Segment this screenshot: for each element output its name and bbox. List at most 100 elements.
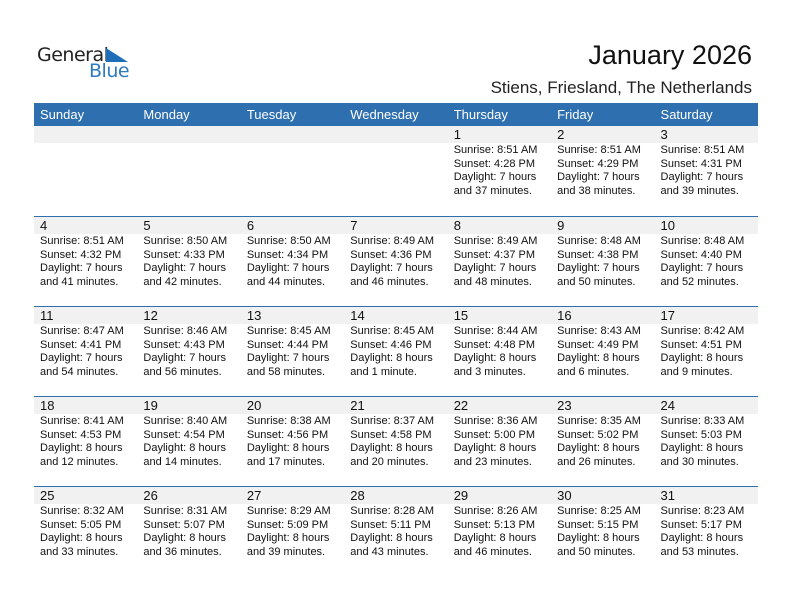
sunset-time: Sunset: 5:15 PM: [557, 518, 639, 531]
daylight-duration: Daylight: 8 hours: [660, 442, 744, 454]
sunset-time: Sunset: 5:03 PM: [660, 428, 742, 441]
day-cell: 31 Sunrise: 8:23 AM Sunset: 5:17 PM Dayligh…: [654, 487, 758, 576]
sunrise-time: Sunrise: 8:47 AM: [40, 325, 124, 337]
daylight-duration: and 44 minutes.: [246, 275, 326, 288]
day-number: [137, 126, 241, 143]
day-cell: 2 Sunrise: 8:51 AM Sunset: 4:29 PM Daylight…: [551, 126, 655, 216]
day-cell: 22 Sunrise: 8:36 AM Sunset: 5:00 PM Dayligh…: [447, 397, 552, 486]
sunrise-time: Sunrise: 8:45 AM: [246, 325, 331, 337]
daylight-duration: and 56 minutes.: [143, 365, 222, 378]
daylight-duration: and 9 minutes.: [660, 365, 733, 378]
day-number: 19: [137, 397, 241, 414]
day-number: 3: [654, 126, 758, 143]
sunset-time: Sunset: 4:46 PM: [350, 338, 432, 351]
day-cell: 16 Sunrise: 8:43 AM Sunset: 4:49 PM Dayligh…: [551, 307, 655, 396]
day-number: 30: [551, 487, 655, 504]
day-cell: 21 Sunrise: 8:37 AM Sunset: 4:58 PM Dayligh…: [344, 397, 448, 486]
daylight-duration: Daylight: 8 hours: [660, 352, 744, 364]
sunset-time: Sunset: 4:29 PM: [557, 157, 639, 170]
daylight-duration: and 23 minutes.: [453, 455, 532, 468]
daylight-duration: and 41 minutes.: [40, 275, 119, 288]
daylight-duration: Daylight: 7 hours: [40, 262, 123, 274]
sunset-time: Sunset: 4:48 PM: [453, 338, 536, 351]
daylight-duration: Daylight: 7 hours: [660, 171, 744, 183]
sunrise-time: Sunrise: 8:49 AM: [453, 235, 538, 247]
day-info: Sunrise: 8:50 AM Sunset: 4:33 PM Daylight:…: [137, 234, 240, 289]
daylight-duration: Daylight: 8 hours: [350, 532, 433, 544]
day-number: 20: [240, 397, 345, 414]
daylight-duration: and 33 minutes.: [40, 545, 119, 558]
daylight-duration: and 46 minutes.: [453, 545, 532, 558]
sunset-time: Sunset: 5:02 PM: [557, 428, 639, 441]
empty-day-cell: [240, 126, 345, 216]
sunset-time: Sunset: 4:31 PM: [660, 157, 742, 170]
daylight-duration: and 48 minutes.: [453, 275, 532, 288]
logo-text-general: General: [37, 44, 109, 66]
day-info: Sunrise: 8:51 AM Sunset: 4:28 PM Daylight:…: [448, 143, 551, 198]
week-row: 4 Sunrise: 8:51 AM Sunset: 4:32 PM Daylight…: [34, 216, 758, 306]
day-number: 25: [34, 487, 138, 504]
day-info: Sunrise: 8:26 AM Sunset: 5:13 PM Daylight:…: [448, 504, 551, 559]
day-number: 27: [240, 487, 345, 504]
daylight-duration: Daylight: 8 hours: [143, 442, 226, 454]
sunrise-time: Sunrise: 8:50 AM: [246, 235, 331, 247]
sunset-time: Sunset: 5:09 PM: [246, 518, 329, 531]
logo: General Blue: [37, 44, 137, 84]
day-info: Sunrise: 8:36 AM Sunset: 5:00 PM Daylight:…: [448, 414, 551, 469]
daylight-duration: and 17 minutes.: [246, 455, 326, 468]
sunset-time: Sunset: 4:43 PM: [143, 338, 225, 351]
day-cell: 9 Sunrise: 8:48 AM Sunset: 4:38 PM Daylight…: [551, 217, 655, 306]
weekday-label: Friday: [557, 107, 594, 122]
daylight-duration: and 42 minutes.: [143, 275, 222, 288]
daylight-duration: and 46 minutes.: [350, 275, 429, 288]
weekday-label: Tuesday: [246, 107, 297, 122]
sunset-time: Sunset: 4:33 PM: [143, 248, 225, 261]
sunrise-time: Sunrise: 8:50 AM: [143, 235, 228, 247]
sunrise-time: Sunrise: 8:29 AM: [246, 505, 331, 517]
daylight-duration: Daylight: 7 hours: [246, 352, 330, 364]
day-info: Sunrise: 8:51 AM Sunset: 4:32 PM Daylight:…: [34, 234, 137, 289]
daylight-duration: and 20 minutes.: [350, 455, 429, 468]
sunset-time: Sunset: 5:17 PM: [660, 518, 742, 531]
day-cell: 7 Sunrise: 8:49 AM Sunset: 4:36 PM Daylight…: [344, 217, 448, 306]
daylight-duration: Daylight: 8 hours: [557, 352, 640, 364]
sunset-time: Sunset: 4:32 PM: [40, 248, 122, 261]
daylight-duration: and 50 minutes.: [557, 545, 636, 558]
day-cell: 8 Sunrise: 8:49 AM Sunset: 4:37 PM Daylight…: [447, 217, 552, 306]
day-info: Sunrise: 8:46 AM Sunset: 4:43 PM Daylight:…: [137, 324, 240, 379]
day-number: 1: [447, 126, 552, 143]
day-number: 11: [34, 307, 138, 324]
sunrise-time: Sunrise: 8:41 AM: [40, 415, 124, 427]
daylight-duration: Daylight: 7 hours: [453, 262, 537, 274]
day-cell: 23 Sunrise: 8:35 AM Sunset: 5:02 PM Dayligh…: [551, 397, 655, 486]
sunset-time: Sunset: 4:56 PM: [246, 428, 329, 441]
daylight-duration: Daylight: 8 hours: [557, 532, 640, 544]
empty-day-cell: [34, 126, 138, 216]
day-info: Sunrise: 8:49 AM Sunset: 4:37 PM Daylight:…: [448, 234, 551, 289]
logo-triangle-icon: [106, 48, 128, 62]
daylight-duration: Daylight: 8 hours: [453, 352, 537, 364]
day-cell: 6 Sunrise: 8:50 AM Sunset: 4:34 PM Daylight…: [240, 217, 345, 306]
day-info: Sunrise: 8:35 AM Sunset: 5:02 PM Daylight:…: [551, 414, 654, 469]
daylight-duration: and 58 minutes.: [246, 365, 326, 378]
sunset-time: Sunset: 4:40 PM: [660, 248, 742, 261]
day-number: 7: [344, 217, 448, 234]
daylight-duration: Daylight: 7 hours: [453, 171, 537, 183]
daylight-duration: Daylight: 7 hours: [246, 262, 330, 274]
daylight-duration: Daylight: 8 hours: [246, 532, 330, 544]
daylight-duration: Daylight: 7 hours: [557, 262, 640, 274]
day-cell: 15 Sunrise: 8:44 AM Sunset: 4:48 PM Dayligh…: [447, 307, 552, 396]
calendar: Sunday Monday Tuesday Wednesday Thursday Frid…: [34, 103, 758, 576]
day-cell: 28 Sunrise: 8:28 AM Sunset: 5:11 PM Dayligh…: [344, 487, 448, 576]
day-info: Sunrise: 8:38 AM Sunset: 4:56 PM Daylight:…: [241, 414, 344, 469]
day-info: Sunrise: 8:41 AM Sunset: 4:53 PM Daylight:…: [34, 414, 137, 469]
sunset-time: Sunset: 4:53 PM: [40, 428, 122, 441]
day-info: Sunrise: 8:28 AM Sunset: 5:11 PM Daylight:…: [344, 504, 447, 559]
daylight-duration: Daylight: 8 hours: [660, 532, 744, 544]
day-number: 8: [447, 217, 552, 234]
weekday-label: Thursday: [453, 107, 508, 122]
sunset-time: Sunset: 4:58 PM: [350, 428, 432, 441]
sunrise-time: Sunrise: 8:46 AM: [143, 325, 228, 337]
sunset-time: Sunset: 4:51 PM: [660, 338, 742, 351]
daylight-duration: Daylight: 8 hours: [453, 532, 537, 544]
